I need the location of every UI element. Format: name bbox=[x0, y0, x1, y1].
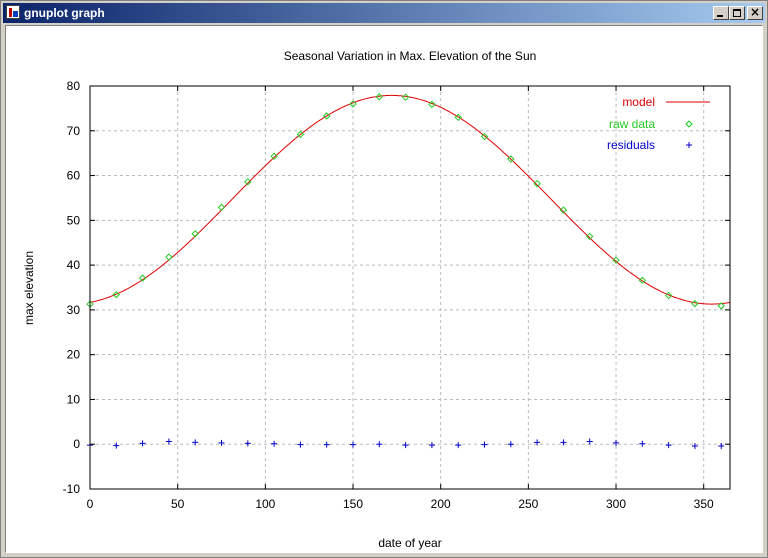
window-title: gnuplot graph bbox=[24, 6, 105, 20]
residual-point bbox=[481, 441, 488, 448]
residual-point bbox=[139, 440, 146, 447]
x-tick-label: 200 bbox=[431, 497, 451, 511]
residual-point bbox=[718, 443, 725, 450]
raw-data-point bbox=[138, 274, 147, 282]
raw-data-point bbox=[401, 93, 410, 101]
raw-data-point bbox=[533, 179, 541, 188]
residual-point bbox=[613, 439, 620, 446]
residual-point bbox=[113, 442, 120, 449]
raw-data-point bbox=[112, 290, 121, 299]
residual-point bbox=[271, 440, 278, 447]
raw-data-point bbox=[559, 206, 568, 214]
legend-raw-label: raw data bbox=[609, 117, 655, 131]
plot-border bbox=[89, 85, 731, 490]
x-tick-label: 250 bbox=[518, 497, 538, 511]
raw-data-point bbox=[296, 130, 305, 139]
x-tick-label: 300 bbox=[606, 497, 626, 511]
x-tick-label: 150 bbox=[343, 497, 363, 511]
close-button[interactable]: × bbox=[747, 5, 763, 20]
y-tick-label: 20 bbox=[67, 348, 81, 362]
residual-point bbox=[665, 442, 672, 449]
residual-point bbox=[165, 438, 172, 445]
y-tick-label: 10 bbox=[67, 392, 81, 406]
title-bar[interactable]: gnuplot graph × bbox=[3, 3, 765, 23]
legend-raw-sample bbox=[685, 120, 693, 128]
x-tick-label: 0 bbox=[87, 497, 94, 511]
residual-point bbox=[455, 442, 462, 449]
raw-data-point bbox=[691, 299, 699, 308]
axis-ticks: 0 50 100 150 200 250 300 350 -10 0 10 20 30 40 50 60 70 8… bbox=[63, 79, 730, 511]
residual-point bbox=[428, 442, 435, 449]
residual-point bbox=[507, 441, 514, 448]
legend-residuals-label: residuals bbox=[607, 138, 655, 152]
grid-lines bbox=[90, 86, 730, 489]
residual-point bbox=[534, 439, 541, 446]
residual-point bbox=[560, 439, 567, 446]
raw-data-point bbox=[586, 232, 594, 241]
residual-point bbox=[639, 440, 646, 447]
raw-data-point bbox=[480, 132, 489, 141]
raw-data-point bbox=[165, 253, 173, 261]
y-tick-label: 40 bbox=[67, 258, 81, 272]
x-tick-label: 350 bbox=[694, 497, 714, 511]
residual-point bbox=[244, 440, 251, 447]
raw-data-point bbox=[638, 276, 647, 285]
y-tick-label: 80 bbox=[67, 79, 81, 93]
raw-data-point bbox=[375, 93, 384, 101]
maximize-button[interactable] bbox=[729, 6, 745, 20]
raw-data-point bbox=[270, 152, 278, 161]
data-series bbox=[86, 93, 731, 450]
y-tick-label: 60 bbox=[67, 169, 81, 183]
residual-point bbox=[402, 442, 409, 449]
raw-data-point bbox=[349, 100, 357, 108]
residual-point bbox=[376, 441, 383, 448]
raw-data-point bbox=[612, 256, 620, 264]
raw-data-point bbox=[717, 302, 725, 310]
raw-data-point bbox=[507, 155, 515, 163]
legend-residuals-sample bbox=[686, 142, 692, 148]
graph-canvas bbox=[5, 25, 763, 553]
raw-data-point bbox=[428, 100, 436, 109]
raw-data-point bbox=[191, 230, 199, 238]
y-tick-label: 50 bbox=[67, 213, 81, 227]
raw-data-point bbox=[244, 178, 252, 186]
raw-data-point bbox=[664, 291, 673, 300]
residual-point bbox=[323, 441, 330, 448]
y-tick-label: 0 bbox=[73, 437, 80, 451]
residual-point bbox=[586, 438, 593, 445]
y-axis-label: max elevation bbox=[22, 251, 36, 325]
x-axis-label: date of year bbox=[378, 536, 441, 550]
legend: model raw data residuals bbox=[607, 95, 710, 152]
x-tick-label: 50 bbox=[171, 497, 185, 511]
raw-data-point bbox=[454, 113, 462, 122]
y-tick-label: 30 bbox=[67, 303, 81, 317]
minimize-button[interactable] bbox=[713, 6, 729, 20]
legend-model-label: model bbox=[622, 95, 655, 109]
residual-point bbox=[350, 441, 357, 448]
x-tick-label: 100 bbox=[255, 497, 275, 511]
residual-point bbox=[192, 439, 199, 446]
residual-point bbox=[297, 441, 304, 448]
residual-point bbox=[218, 439, 225, 446]
y-tick-label: 70 bbox=[67, 124, 81, 138]
residual-point bbox=[691, 443, 698, 450]
chart-title: Seasonal Variation in Max. Elevation of … bbox=[284, 49, 537, 63]
close-icon: × bbox=[749, 5, 761, 19]
gnuplot-app-icon[interactable] bbox=[6, 5, 20, 19]
raw-data-point bbox=[217, 203, 226, 212]
raw-data-point bbox=[323, 112, 331, 120]
y-tick-label: -10 bbox=[63, 482, 81, 496]
